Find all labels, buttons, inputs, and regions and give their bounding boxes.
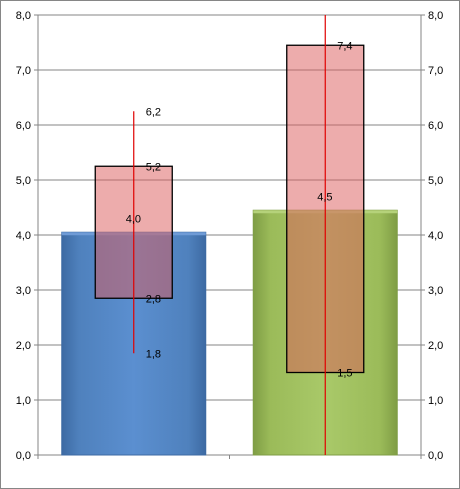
y-tick-label-right: 7,0 (428, 65, 443, 77)
y-tick-label-right: 0,0 (428, 450, 443, 462)
y-tick-label-left: 6,0 (16, 120, 31, 132)
y-tick-label-right: 1,0 (428, 395, 443, 407)
y-tick-label-left: 7,0 (16, 65, 31, 77)
y-tick-label-right: 3,0 (428, 285, 443, 297)
y-tick-label-right: 8,0 (428, 10, 443, 22)
box-low-label: 1,5 (337, 368, 352, 380)
y-tick-label-right: 6,0 (428, 120, 443, 132)
whisker-low-label: 1,8 (146, 348, 161, 360)
y-tick-label-left: 3,0 (16, 285, 31, 297)
y-tick-label-right: 4,0 (428, 230, 443, 242)
box-high-label: 5,2 (146, 161, 161, 173)
y-tick-label-left: 1,0 (16, 395, 31, 407)
y-tick-label-right: 2,0 (428, 340, 443, 352)
box-low-label: 2,8 (146, 293, 161, 305)
y-tick-label-left: 5,0 (16, 175, 31, 187)
y-tick-label-left: 4,0 (16, 230, 31, 242)
y-tick-label-left: 2,0 (16, 340, 31, 352)
box-high-label: 7,4 (337, 40, 352, 52)
bar-value-label: 4,0 (126, 213, 141, 225)
y-tick-label-left: 0,0 (16, 450, 31, 462)
whisker-high-label: 6,2 (146, 106, 161, 118)
bar-value-label: 4,5 (317, 191, 332, 203)
y-tick-label-left: 8,0 (16, 10, 31, 22)
y-tick-label-right: 5,0 (428, 175, 443, 187)
